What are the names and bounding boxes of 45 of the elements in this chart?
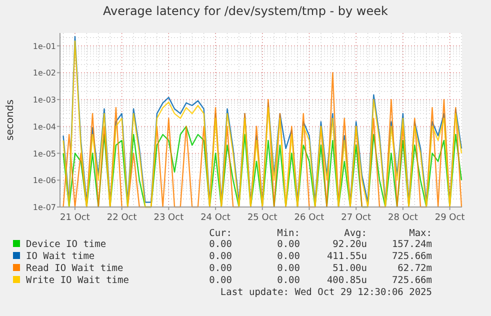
legend-label: IO Wait time bbox=[26, 251, 95, 262]
x-tick-label: 29 Oct bbox=[434, 213, 466, 223]
text: 725.66m bbox=[392, 251, 432, 262]
text: 0.00 bbox=[209, 275, 232, 286]
legend-label: Write IO Wait time bbox=[26, 275, 130, 286]
text: 725.66m bbox=[392, 275, 432, 286]
line-series bbox=[62, 72, 462, 208]
text: Cur: bbox=[209, 228, 232, 239]
text: 411.55u bbox=[326, 251, 367, 262]
y-tick-label: 1e-07 bbox=[32, 203, 56, 212]
text: 51.00u bbox=[332, 263, 367, 274]
text: Min: bbox=[277, 228, 300, 239]
x-tick-label: 24 Oct bbox=[200, 213, 231, 223]
legend-label: Read IO Wait time bbox=[26, 263, 124, 274]
text: 0.00 bbox=[277, 263, 300, 274]
x-tick-label: 28 Oct bbox=[388, 213, 418, 223]
text: 0.00 bbox=[209, 251, 232, 262]
text: 92.20u bbox=[332, 239, 367, 250]
text: 400.85u bbox=[326, 275, 367, 286]
y-tick-label: 1e-05 bbox=[32, 149, 56, 158]
text: Avg: bbox=[344, 228, 367, 239]
text: 157.24m bbox=[392, 239, 432, 250]
text: 0.00 bbox=[277, 251, 300, 262]
y-axis-title: seconds bbox=[5, 100, 16, 140]
legend-label: Device IO time bbox=[26, 239, 106, 250]
y-tick-label: 1e-02 bbox=[32, 68, 56, 78]
x-tick-label: 26 Oct bbox=[294, 213, 325, 223]
text: 0.00 bbox=[277, 239, 300, 250]
y-tick-label: 1e-03 bbox=[32, 96, 56, 105]
line-series bbox=[62, 126, 462, 208]
x-tick-label: 27 Oct bbox=[341, 213, 372, 223]
x-tick-label: 25 Oct bbox=[247, 213, 278, 223]
x-tick-label: 23 Oct bbox=[154, 213, 184, 223]
y-tick-label: 1e-01 bbox=[32, 42, 56, 51]
text: 0.00 bbox=[209, 263, 232, 274]
x-tick-label: 22 Oct bbox=[106, 213, 138, 223]
text: Max: bbox=[409, 228, 432, 239]
y-tick-label: 1e-04 bbox=[32, 122, 56, 132]
y-tick-label: 1e-06 bbox=[32, 176, 56, 186]
text: 0.00 bbox=[277, 275, 300, 286]
x-tick-label: 21 Oct bbox=[60, 213, 90, 223]
text: Last update: Wed Oct 29 12:30:06 2025 bbox=[220, 287, 432, 298]
text: 62.72m bbox=[398, 263, 432, 274]
chart-title: Average latency for /dev/system/tmp - by week bbox=[103, 4, 388, 18]
text: 0.00 bbox=[209, 239, 232, 250]
